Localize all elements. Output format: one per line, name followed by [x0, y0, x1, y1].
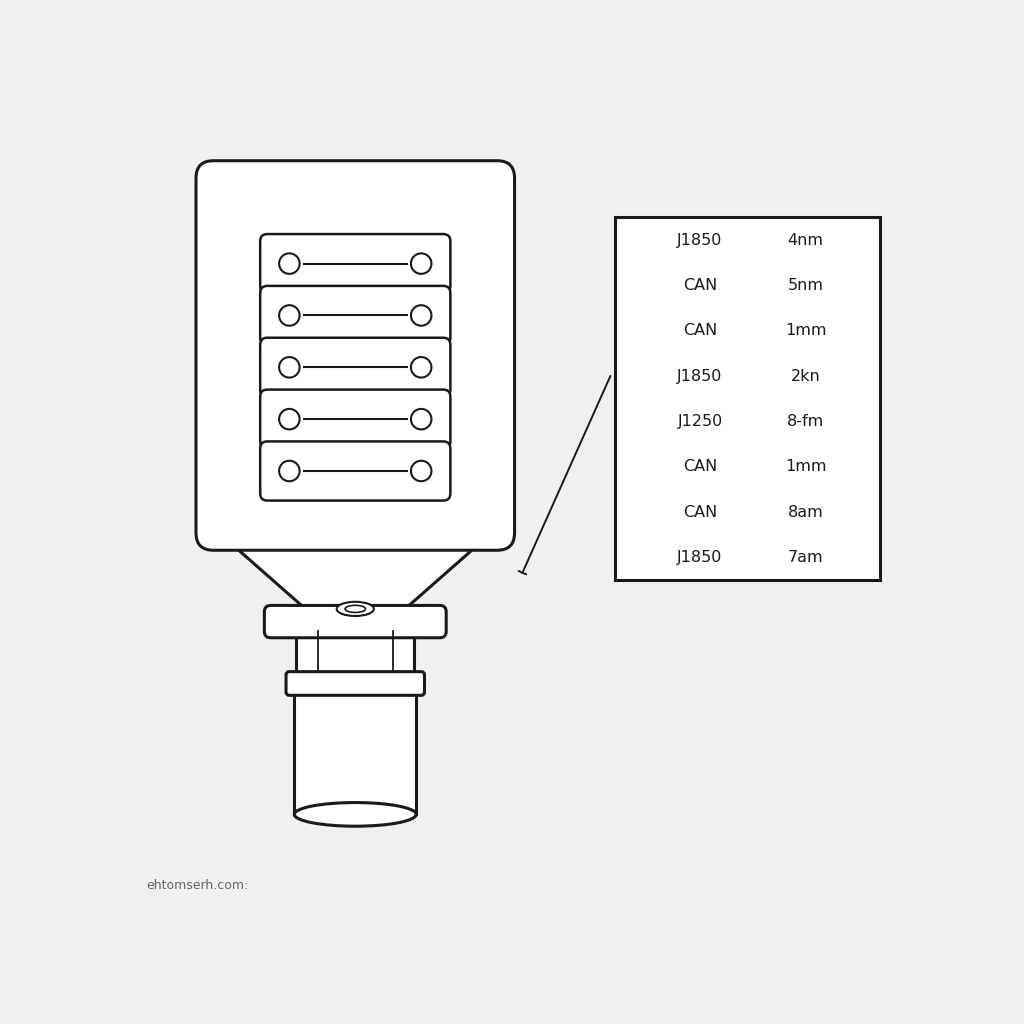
FancyBboxPatch shape: [286, 672, 425, 695]
Text: 4nm: 4nm: [787, 232, 823, 248]
Text: CAN: CAN: [683, 278, 717, 293]
Text: CAN: CAN: [683, 505, 717, 520]
Bar: [615, 217, 880, 581]
FancyBboxPatch shape: [264, 605, 446, 638]
Bar: [296, 632, 415, 675]
Text: CAN: CAN: [683, 460, 717, 474]
Text: 1mm: 1mm: [785, 324, 826, 338]
FancyBboxPatch shape: [260, 286, 451, 345]
Text: ehtomserh.com:: ehtomserh.com:: [146, 879, 249, 892]
FancyBboxPatch shape: [260, 389, 451, 449]
Text: 1mm: 1mm: [785, 460, 826, 474]
Ellipse shape: [337, 602, 374, 616]
FancyBboxPatch shape: [260, 234, 451, 293]
Text: 8-fm: 8-fm: [787, 414, 824, 429]
Text: 5nm: 5nm: [787, 278, 823, 293]
Ellipse shape: [345, 605, 366, 612]
Text: 7am: 7am: [787, 550, 823, 565]
Ellipse shape: [294, 803, 416, 826]
FancyBboxPatch shape: [260, 441, 451, 501]
Bar: [294, 692, 416, 814]
PathPatch shape: [219, 532, 492, 608]
Text: J1850: J1850: [677, 369, 723, 384]
Text: 8am: 8am: [787, 505, 823, 520]
Text: CAN: CAN: [683, 324, 717, 338]
FancyBboxPatch shape: [260, 338, 451, 397]
Text: J1850: J1850: [677, 550, 723, 565]
FancyBboxPatch shape: [196, 161, 514, 550]
Text: J1250: J1250: [677, 414, 723, 429]
Text: J1850: J1850: [677, 232, 723, 248]
Text: 2kn: 2kn: [791, 369, 820, 384]
